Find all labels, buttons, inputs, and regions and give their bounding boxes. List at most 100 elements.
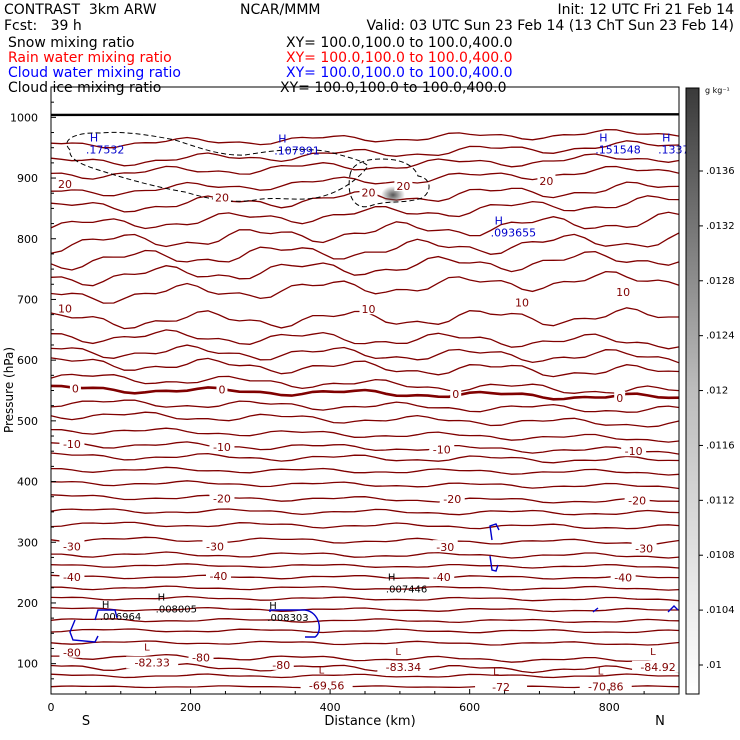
isotherm-label: 0 <box>616 392 623 405</box>
isotherm-label-bg <box>450 387 462 400</box>
low-label-bg <box>377 660 430 673</box>
isotherm-line <box>50 411 680 428</box>
isotherm-line <box>50 452 680 464</box>
isotherm-line <box>50 373 680 394</box>
isotherm-label-bg <box>513 295 531 308</box>
x-axis-title: Distance (km) <box>324 714 415 729</box>
isotherm-label: 20 <box>539 175 553 188</box>
field-snow-label: Snow mixing ratio <box>8 35 135 51</box>
model-title: CONTRAST 3km ARW <box>4 2 157 18</box>
cloud-ice-max-label: .006964 <box>100 612 141 623</box>
isotherm-line <box>50 357 680 378</box>
low-value-label: -82.33 <box>134 657 169 670</box>
low-value-label: -72 <box>492 681 510 694</box>
cloud-water-contour <box>94 609 118 621</box>
cloud-water-contour <box>69 619 99 643</box>
isotherm-line <box>50 153 680 180</box>
isotherm-line <box>50 628 680 634</box>
isotherm-label-bg <box>205 569 231 582</box>
low-marker: L <box>319 666 325 677</box>
y-tick-label: 800 <box>17 233 38 246</box>
isotherm-line <box>50 508 680 516</box>
colorbar-label: .0132 <box>706 221 735 232</box>
isotherm-label: 10 <box>361 303 375 316</box>
y-tick-label: 500 <box>17 415 38 428</box>
isotherm-label: -80 <box>192 652 210 665</box>
isotherm-line <box>50 466 680 476</box>
isotherm-line <box>50 618 680 624</box>
isotherm-label: 10 <box>58 303 72 316</box>
colorbar-scale <box>685 87 700 695</box>
x-tick-label: 200 <box>180 701 201 714</box>
isotherm-line <box>50 195 680 230</box>
isotherm-label: -80 <box>272 659 290 672</box>
isotherm-line <box>50 563 680 569</box>
isotherm-line <box>50 673 679 679</box>
isotherm-line <box>50 480 680 490</box>
valid-time: Valid: 03 UTC Sun 23 Feb 14 (13 ChT Sun … <box>366 18 734 34</box>
isotherm-label: -10 <box>213 441 231 454</box>
high-marker: H <box>662 131 670 144</box>
isotherm-label-bg <box>212 190 231 203</box>
isotherm-label-bg <box>429 569 455 582</box>
isotherm-line <box>51 551 680 559</box>
isotherm-line <box>50 399 680 413</box>
isotherm-line <box>50 640 680 646</box>
colorbar-label: .012 <box>706 386 728 397</box>
plot-frame <box>50 86 680 695</box>
isotherm-line <box>50 663 680 674</box>
colorbar-label: .0124 <box>706 331 735 342</box>
isotherm-line <box>50 494 680 504</box>
isotherm-label-bg <box>621 444 647 457</box>
low-marker: L <box>395 647 401 658</box>
isotherm-label: -80 <box>63 647 81 660</box>
isotherm-line <box>50 128 680 149</box>
low-label-bg <box>579 680 632 693</box>
y-tick-label: 200 <box>17 597 38 610</box>
high-marker: H <box>495 215 503 228</box>
low-value-label: -69.56 <box>309 680 344 693</box>
isotherm-line <box>50 140 680 167</box>
cloud-water-max-label: .093655 <box>491 227 536 240</box>
isotherm-label: -40 <box>63 571 81 584</box>
isotherm-line <box>50 344 680 364</box>
isotherm-label-bg <box>59 436 85 449</box>
isotherm-label: -30 <box>635 542 653 555</box>
isotherm-line <box>50 211 680 254</box>
snow-max-shading <box>381 186 405 204</box>
y-tick-label: 900 <box>17 172 38 185</box>
isotherm-line <box>51 653 680 664</box>
isotherm-label: 20 <box>215 191 229 204</box>
isotherm-label: -10 <box>433 443 451 456</box>
high-marker: H <box>269 601 277 612</box>
isotherm-label-bg <box>624 493 650 506</box>
field-cloudice-xy: XY= 100.0,100.0 to 100.0,400.0 <box>280 80 507 96</box>
isotherm-label: -40 <box>433 571 451 584</box>
isotherm-label: -40 <box>614 571 632 584</box>
cloud-ice-max-label: .008005 <box>156 604 197 615</box>
isotherm-label-bg <box>359 302 378 315</box>
y-tick-label: 600 <box>17 354 38 367</box>
isotherm-label: -20 <box>628 494 646 507</box>
cloud-water-max-label: .1337 <box>658 143 690 156</box>
isotherm-label-bg <box>202 539 228 552</box>
y-tick-label: 300 <box>17 536 38 549</box>
low-marker: L <box>493 667 499 678</box>
cloud-water-contour <box>489 523 500 541</box>
cloud-ice-max-label: .008303 <box>267 613 308 624</box>
low-marker: L <box>598 666 604 677</box>
high-marker: H <box>90 131 98 144</box>
isotherm-label-bg <box>439 492 465 505</box>
isotherm-label: -30 <box>63 540 81 553</box>
isotherm-label: 20 <box>361 187 375 200</box>
x-end-right: N <box>655 714 665 729</box>
cloud-water-contour <box>489 555 499 572</box>
isotherm-label: 0 <box>218 383 225 396</box>
isotherm-label-bg <box>631 541 657 554</box>
y-tick-label: 700 <box>17 293 38 306</box>
isotherm-label: -20 <box>443 493 461 506</box>
isotherm-label-bg <box>614 390 626 403</box>
isotherm-label: 20 <box>396 180 410 193</box>
y-tick-label: 400 <box>17 476 38 489</box>
low-label-bg <box>632 660 685 673</box>
